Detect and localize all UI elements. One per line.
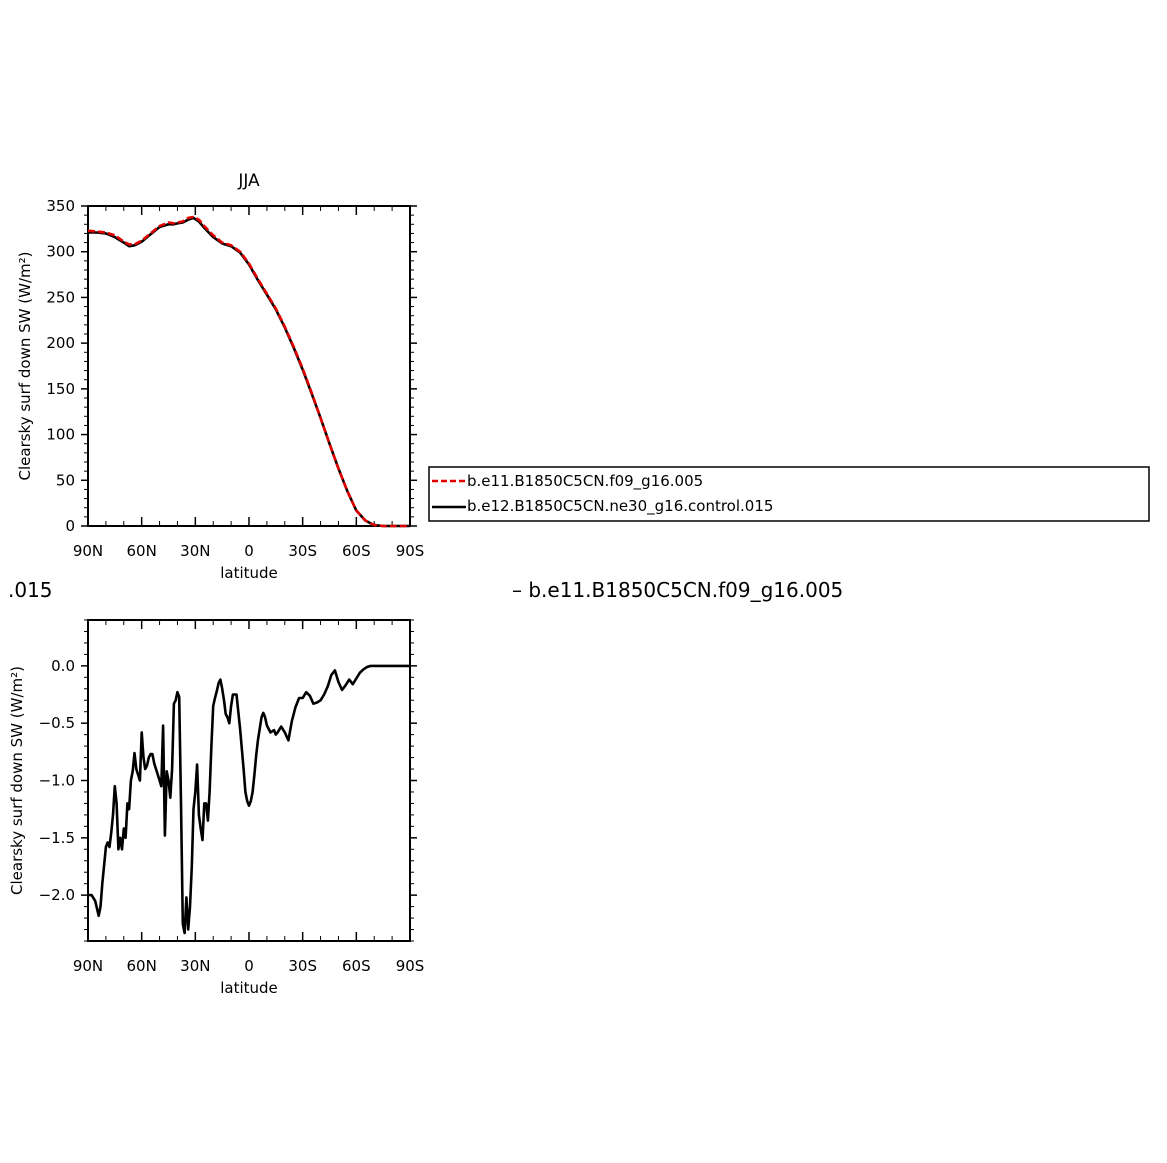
y-tick-label: −1.5 [39,829,75,847]
plot-frame [87,205,411,527]
y-axis-label: Clearsky surf down SW (W/m²) [16,252,34,481]
x-tick-label: 30N [180,957,210,975]
x-tick-label: 60N [127,542,157,560]
legend-box: b.e11.B1850C5CN.f09_g16.005 b.e12.B1850C… [428,466,1150,522]
x-axis-label: latitude [220,564,278,582]
y-tick-label: 200 [46,334,75,352]
y-tick-label: −1.0 [39,772,75,790]
legend-label-series-1: b.e11.B1850C5CN.f09_g16.005 [467,472,703,491]
bottom-panel: 90N 60N 30N 0 30S 60S 90S 0.0 −0.5 −1.0 −1.5 −2.0 la… [8,619,425,997]
caption-right-fragment: – b.e11.B1850C5CN.f09_g16.005 [512,578,843,602]
caption-left-fragment: .015 [8,578,53,602]
x-tick-label: 0 [244,957,254,975]
plot-frame [87,619,411,942]
legend-label-series-2: b.e12.B1850C5CN.ne30_g16.control.015 [467,497,773,516]
y-tick-label: 100 [46,426,75,444]
x-tick-label: 0 [244,542,254,560]
x-axis-label: latitude [220,979,278,997]
legend-frame [428,466,1150,522]
y-tick-label: 250 [46,288,75,306]
series-line-1 [88,664,410,935]
y-tick-label: −2.0 [39,886,75,904]
x-tick-label: 90S [396,542,425,560]
x-tick-label: 90N [73,957,103,975]
x-tick-label: 90N [73,542,103,560]
x-tick-label: 60N [127,957,157,975]
x-tick-label: 30N [180,542,210,560]
x-tick-label: 30S [288,957,317,975]
y-tick-label: −0.5 [39,714,75,732]
chart-title: JJA [237,171,260,191]
y-tick-label: 350 [46,197,75,215]
y-tick-label: 0 [65,517,75,535]
y-tick-label: 150 [46,380,75,398]
x-tick-label: 30S [288,542,317,560]
x-tick-label: 90S [396,957,425,975]
x-tick-label: 60S [342,957,371,975]
y-tick-label: 50 [56,471,75,489]
y-tick-label: 0.0 [51,657,75,675]
x-tick-label: 60S [342,542,371,560]
y-axis-label: Clearsky surf down SW (W/m²) [8,666,26,895]
top-panel: 90N 60N 30N 0 30S 60S 90S 0 50 100 150 200 250 300 350… [16,171,424,582]
series-line-1 [87,215,410,528]
y-tick-label: 300 [46,243,75,261]
